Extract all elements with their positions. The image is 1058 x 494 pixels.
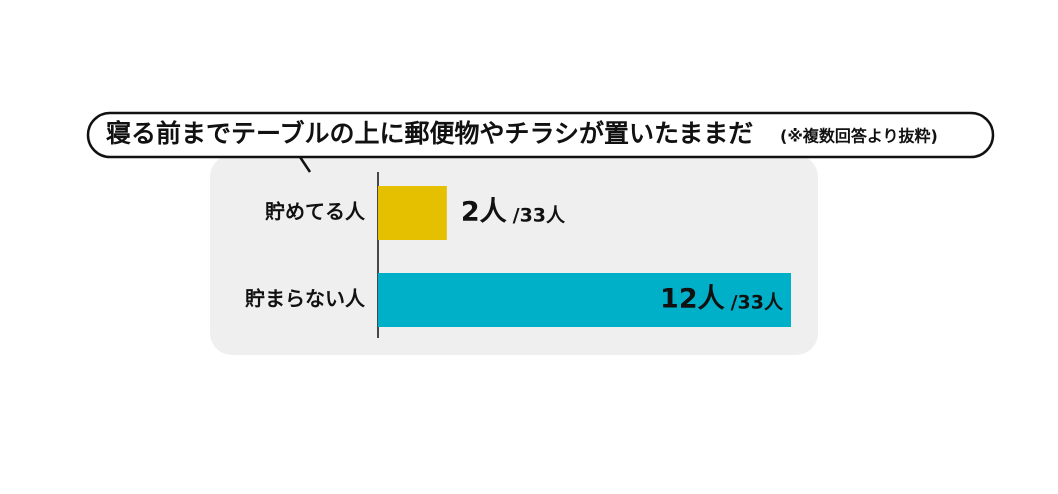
chart-subtitle: (※複数回答より抜粋) xyxy=(780,127,938,146)
title-bubble xyxy=(86,111,995,159)
bar xyxy=(378,186,447,240)
total-label: /33人 xyxy=(513,205,566,227)
bubble-tail xyxy=(298,156,312,173)
category-label: 貯めてる人 xyxy=(265,200,366,224)
category-label: 貯まらない人 xyxy=(245,287,366,311)
bar xyxy=(378,273,791,327)
value-label: 12人 xyxy=(660,284,725,315)
total-label: /33人 xyxy=(731,292,784,314)
chart-title: 寝る前までテーブルの上に郵便物やチラシが置いたままだ xyxy=(106,119,753,148)
value-label: 2人 xyxy=(461,197,507,228)
